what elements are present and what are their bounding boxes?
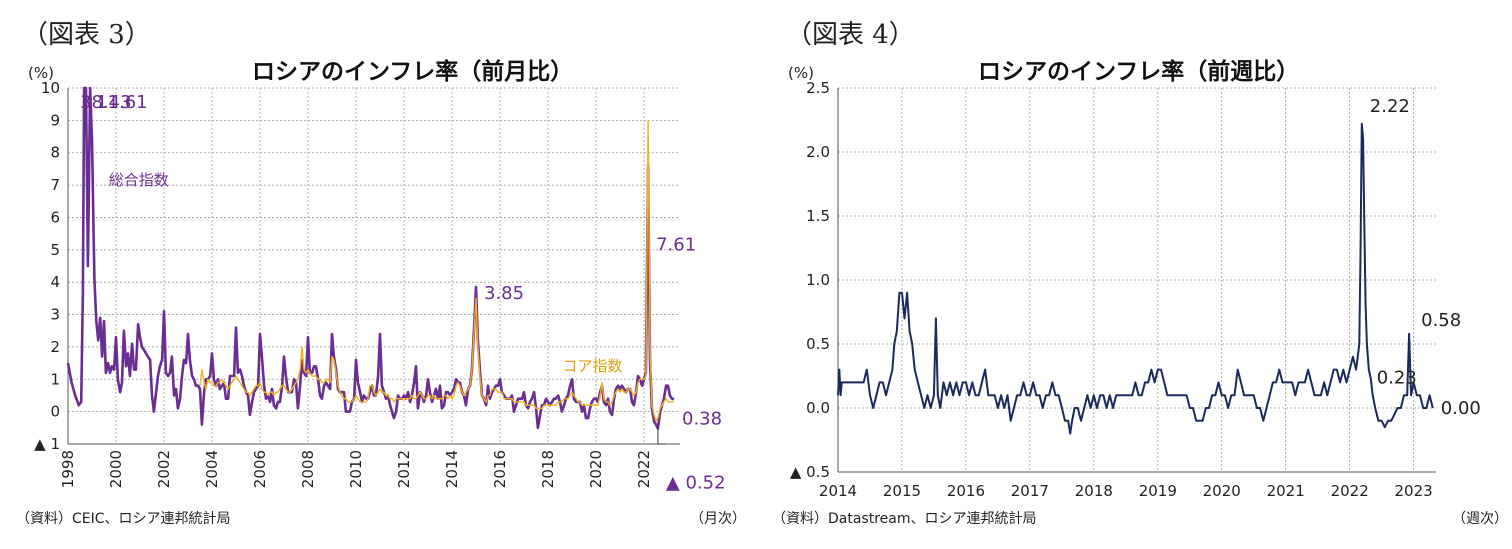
x-tick-label: 2018 bbox=[539, 450, 557, 488]
x-tick-label: 2008 bbox=[299, 450, 317, 488]
y-tick-label: ▲ 0.5 bbox=[790, 463, 830, 481]
y-tick-label: 7 bbox=[50, 176, 60, 194]
x-tick-label: 2000 bbox=[107, 450, 125, 488]
y-tick-label: 9 bbox=[50, 111, 60, 129]
x-tick-label: 2018 bbox=[1075, 482, 1113, 500]
y-tick-label: 6 bbox=[50, 208, 60, 226]
x-tick-label: 2012 bbox=[395, 450, 413, 488]
x-tick-label: 2019 bbox=[1139, 482, 1177, 500]
data-label: 0.38 bbox=[682, 408, 722, 429]
x-tick-label: 2020 bbox=[587, 450, 605, 488]
y-tick-label: 4 bbox=[50, 273, 60, 291]
data-label: 0.00 bbox=[1441, 398, 1481, 419]
y-tick-label: 1.0 bbox=[806, 271, 830, 289]
y-tick-label: 8 bbox=[50, 144, 60, 162]
series-line-1 bbox=[837, 122, 1434, 435]
figure-label: （図表 4） bbox=[786, 20, 915, 50]
figure-4-panel: （図表 4） ロシアのインフレ率（前週比） (%) ▲ 0.5 0.0 0.5 1.0… bbox=[756, 0, 1512, 549]
source-note: （資料）CEIC、ロシア連邦統計局 bbox=[16, 511, 231, 527]
data-label: 11.61 bbox=[96, 92, 148, 113]
chart-title: ロシアのインフレ率（前週比） bbox=[978, 59, 1300, 85]
legend-label-headline: 総合指数 bbox=[109, 171, 169, 189]
legend-label-core: コア指数 bbox=[562, 357, 622, 375]
y-tick-label: 3 bbox=[50, 306, 60, 324]
y-tick-label: 10 bbox=[41, 79, 60, 97]
x-tick-label: 2010 bbox=[347, 450, 365, 488]
y-tick-label: 1 bbox=[50, 370, 60, 388]
data-label: ▲ 0.52 bbox=[666, 472, 726, 493]
x-tick-label: 2020 bbox=[1203, 482, 1241, 500]
x-tick-label: 2002 bbox=[155, 450, 173, 488]
x-tick-label: 2014 bbox=[443, 450, 461, 488]
x-tick-label: 2021 bbox=[1267, 482, 1305, 500]
y-tick-label: 2.5 bbox=[806, 79, 830, 97]
x-tick-label: 2016 bbox=[947, 482, 985, 500]
y-tick-label: 1.5 bbox=[806, 207, 830, 225]
source-note: （資料）Datastream、ロシア連邦統計局 bbox=[772, 511, 1037, 527]
chart-title: ロシアのインフレ率（前月比） bbox=[252, 59, 574, 85]
data-label: 7.61 bbox=[656, 234, 696, 255]
x-tick-label: 2016 bbox=[491, 450, 509, 488]
figure-3-panel: （図表 3） ロシアのインフレ率（前月比） (%) ▲ 1 0 1 2 3 4 5 6 7 8 9 1… bbox=[16, 20, 746, 527]
y-tick-label: 2.0 bbox=[806, 143, 830, 161]
monthly-inflation-chart: ▲ 1 0 1 2 3 4 5 6 7 8 9 10 1998 2000 2002 2004 2006 2008 2… bbox=[34, 79, 726, 493]
y-tick-label: 0.0 bbox=[806, 399, 830, 417]
data-label: 3.85 bbox=[484, 283, 524, 304]
weekly-inflation-chart: ▲ 0.5 0.0 0.5 1.0 1.5 2.0 2.5 2014 2015 2016 2017 2… bbox=[790, 79, 1481, 500]
y-tick-label: 0.5 bbox=[806, 335, 830, 353]
y-unit-label: (%) bbox=[28, 64, 54, 82]
series-line-1 bbox=[66, 86, 675, 430]
trough-leader-line bbox=[657, 428, 666, 445]
x-tick-label: 2023 bbox=[1395, 482, 1433, 500]
x-tick-label: 1998 bbox=[59, 450, 77, 488]
x-tick-label: 2006 bbox=[251, 450, 269, 488]
data-label: 2.22 bbox=[1370, 96, 1410, 117]
x-tick-label: 2017 bbox=[1011, 482, 1049, 500]
frequency-note: （月次） bbox=[690, 511, 746, 527]
series-line-2 bbox=[199, 119, 674, 422]
y-tick-label: ▲ 1 bbox=[34, 435, 60, 453]
x-tick-label: 2022 bbox=[635, 450, 653, 488]
x-tick-label: 2014 bbox=[819, 482, 857, 500]
y-tick-label: 2 bbox=[50, 338, 60, 356]
x-tick-label: 2022 bbox=[1331, 482, 1369, 500]
data-label: 38.43 bbox=[80, 92, 132, 113]
x-tick-label: 2015 bbox=[883, 482, 921, 500]
y-tick-label: 0 bbox=[50, 403, 60, 421]
x-tick-label: 2004 bbox=[203, 450, 221, 488]
y-unit-label: (%) bbox=[788, 64, 814, 82]
frequency-note: （週次） bbox=[1452, 511, 1508, 527]
data-label: 0.23 bbox=[1377, 368, 1417, 389]
figure-label: （図表 3） bbox=[22, 20, 151, 50]
data-label: 0.58 bbox=[1421, 310, 1461, 331]
y-tick-label: 5 bbox=[50, 241, 60, 259]
